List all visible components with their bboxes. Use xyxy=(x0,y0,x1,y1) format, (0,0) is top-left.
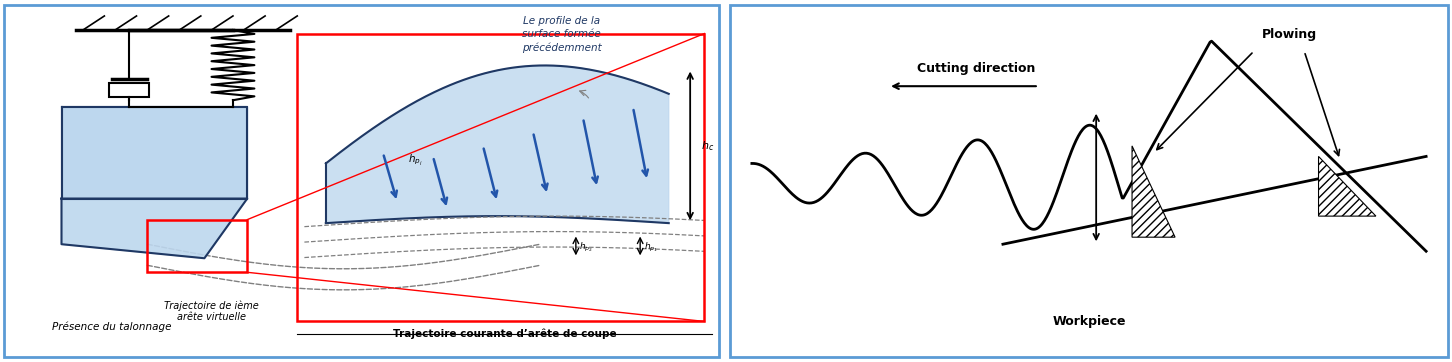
Text: $h_{p_1}$: $h_{p_1}$ xyxy=(643,241,658,254)
Bar xyxy=(147,220,247,272)
Text: Workpiece: Workpiece xyxy=(1053,315,1125,328)
Bar xyxy=(109,83,150,97)
Text: $h_c$: $h_c$ xyxy=(701,139,714,153)
Bar xyxy=(298,34,704,321)
Text: Présence du talonnage: Présence du talonnage xyxy=(52,321,171,332)
Polygon shape xyxy=(325,66,669,223)
Polygon shape xyxy=(1318,156,1376,216)
Text: Cutting direction: Cutting direction xyxy=(916,62,1035,75)
Polygon shape xyxy=(61,107,247,198)
Polygon shape xyxy=(61,198,247,258)
Text: Trajectoire de ième
arête virtuelle: Trajectoire de ième arête virtuelle xyxy=(164,300,258,323)
Text: Le profile de la
surface formée
précédemment: Le profile de la surface formée précédem… xyxy=(521,16,601,53)
Polygon shape xyxy=(1133,146,1175,237)
Text: $h_{p_i}$: $h_{p_i}$ xyxy=(408,152,423,167)
Text: Trajectoire courante d’arête de coupe: Trajectoire courante d’arête de coupe xyxy=(392,328,616,339)
Bar xyxy=(61,107,247,198)
Text: $h_{p_2}$: $h_{p_2}$ xyxy=(579,241,594,254)
Text: Plowing: Plowing xyxy=(1262,28,1317,41)
